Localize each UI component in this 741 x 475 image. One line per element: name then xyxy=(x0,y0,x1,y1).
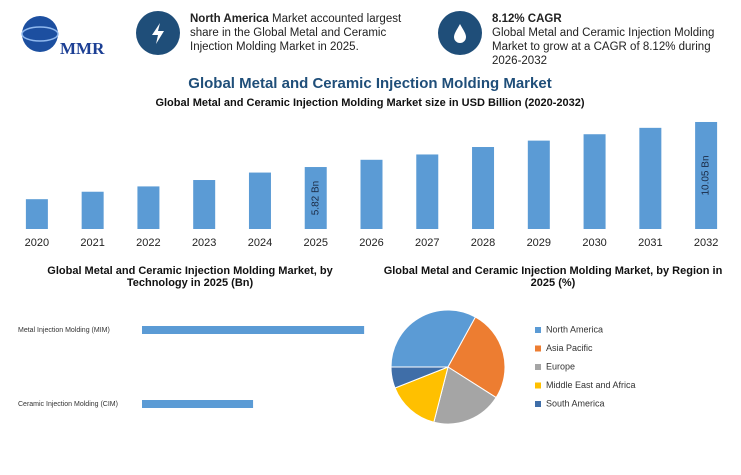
pie-slice xyxy=(433,366,497,425)
highlight: 8.12% CAGR Global Metal and Ceramic Injec… xyxy=(492,12,727,68)
legend-swatch xyxy=(535,401,541,407)
pie-slice xyxy=(390,366,449,389)
x-tick-label: 2020 xyxy=(25,237,49,249)
pie-slice xyxy=(390,309,477,368)
y-tick-label: Ceramic Injection Molding (CIM) xyxy=(18,401,118,408)
bar xyxy=(583,134,606,229)
legend-label: Middle East and Africa xyxy=(546,380,636,390)
x-tick-label: 2031 xyxy=(638,237,662,249)
bar xyxy=(25,199,48,229)
legend-swatch xyxy=(535,382,541,389)
highlight-title: 8.12% CAGR xyxy=(492,13,562,25)
x-tick-label: 2029 xyxy=(527,237,551,249)
legend-label: North America xyxy=(546,324,603,334)
legend-label: Europe xyxy=(546,361,575,371)
value-label: 5.82 Bn xyxy=(310,181,321,215)
x-tick-label: 2025 xyxy=(303,237,327,249)
y-tick-label: Metal Injection Molding (MIM) xyxy=(18,327,110,334)
bar xyxy=(142,326,365,334)
highlight: North America Market accounted largest s… xyxy=(190,12,415,54)
x-tick-label: 2026 xyxy=(359,237,383,249)
pie-slice xyxy=(394,366,449,423)
bar xyxy=(416,154,439,229)
bar xyxy=(639,127,662,229)
drop-icon xyxy=(454,24,466,43)
x-tick-label: 2024 xyxy=(248,237,272,249)
logo-text: MMR xyxy=(60,39,105,58)
x-tick-label: 2022 xyxy=(136,237,160,249)
bar xyxy=(137,186,160,229)
x-tick-label: 2027 xyxy=(415,237,439,249)
highlight-text: Global Metal and Ceramic Injection Moldi… xyxy=(492,27,715,67)
pie-slice xyxy=(447,316,506,399)
bar xyxy=(142,400,254,408)
value-label: 10.05 Bn xyxy=(701,155,712,195)
bar xyxy=(472,147,495,229)
x-tick-label: 2023 xyxy=(192,237,216,249)
logo-ring xyxy=(21,26,59,42)
legend-swatch xyxy=(535,327,541,333)
bar xyxy=(304,167,327,229)
bar xyxy=(527,140,550,229)
legend-swatch xyxy=(535,345,541,352)
chart-title: Global Metal and Ceramic Injection Moldi… xyxy=(155,97,584,109)
chart-title: Global Metal and Ceramic Injection Moldi… xyxy=(383,265,723,289)
legend-label: Asia Pacific xyxy=(546,343,593,353)
x-tick-label: 2032 xyxy=(694,237,718,249)
x-tick-label: 2030 xyxy=(582,237,606,249)
bolt-icon xyxy=(152,23,164,44)
bar xyxy=(81,191,104,229)
highlight-text: Market accounted largest share in the Gl… xyxy=(190,13,402,53)
bar xyxy=(695,121,718,229)
bar xyxy=(193,180,216,229)
main-title: Global Metal and Ceramic Injection Moldi… xyxy=(188,75,551,92)
bar xyxy=(248,172,271,229)
chart-title: Global Metal and Ceramic Injection Moldi… xyxy=(47,265,333,289)
legend-swatch xyxy=(535,364,541,370)
x-tick-label: 2028 xyxy=(471,237,495,249)
logo-globe xyxy=(22,16,58,52)
x-tick-label: 2021 xyxy=(80,237,104,249)
highlight-title: North America xyxy=(190,13,269,25)
legend-label: South America xyxy=(546,398,605,408)
bar xyxy=(360,159,383,229)
